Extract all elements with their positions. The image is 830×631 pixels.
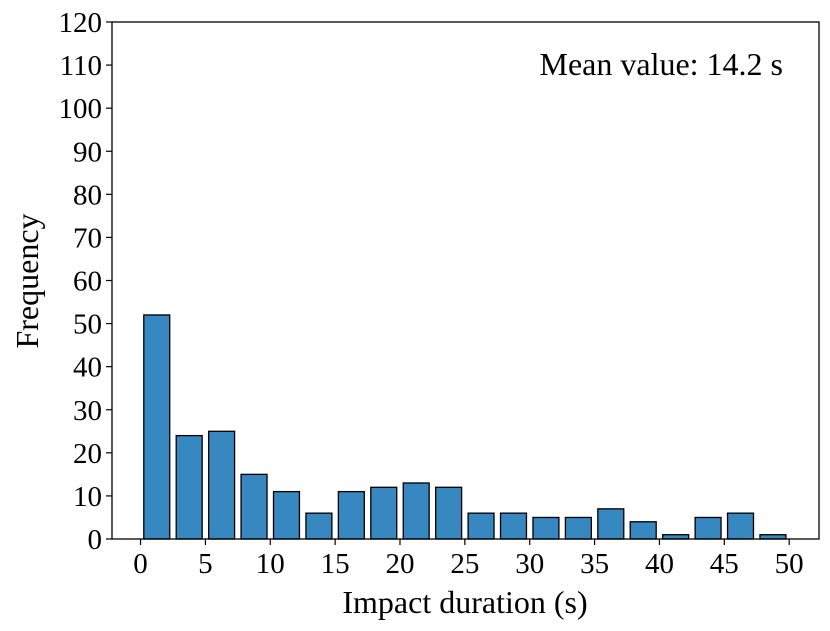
x-tick-label: 15 bbox=[321, 548, 350, 580]
y-tick-label: 60 bbox=[73, 266, 102, 298]
y-tick-label: 30 bbox=[73, 395, 102, 427]
y-tick-label: 100 bbox=[59, 93, 103, 125]
annotation: Mean value: 14.2 s bbox=[540, 46, 784, 82]
bar bbox=[207, 430, 236, 540]
y-tick-label: 80 bbox=[73, 179, 102, 211]
y-tick-label: 90 bbox=[73, 136, 102, 168]
x-tick-label: 35 bbox=[580, 548, 609, 580]
x-tick-label: 25 bbox=[450, 548, 479, 580]
y-tick-label: 20 bbox=[73, 438, 102, 470]
bar bbox=[143, 314, 171, 540]
y-tick-label: 40 bbox=[73, 352, 102, 384]
y-tick-label: 110 bbox=[60, 50, 102, 82]
bar bbox=[402, 482, 430, 540]
y-tick-label: 10 bbox=[73, 481, 102, 513]
x-tick-label: 40 bbox=[645, 548, 674, 580]
y-tick-label: 0 bbox=[88, 524, 103, 556]
y-tick-label: 70 bbox=[73, 222, 102, 254]
bar bbox=[435, 486, 463, 540]
y-tick-label: 120 bbox=[59, 7, 103, 39]
bar bbox=[694, 516, 722, 540]
x-tick-label: 50 bbox=[775, 548, 804, 580]
x-tick-label: 0 bbox=[133, 548, 148, 580]
bar bbox=[532, 516, 560, 540]
bar bbox=[337, 490, 365, 540]
x-tick-label: 20 bbox=[385, 548, 414, 580]
bar bbox=[240, 473, 268, 540]
y-axis-label: Frequency bbox=[9, 213, 45, 348]
bar bbox=[564, 516, 592, 540]
x-axis-label: Impact duration (s) bbox=[342, 584, 587, 620]
bar bbox=[726, 512, 755, 540]
y-tick-label: 50 bbox=[73, 309, 102, 341]
bar bbox=[629, 521, 657, 540]
x-tick-label: 10 bbox=[256, 548, 285, 580]
x-tick-label: 30 bbox=[515, 548, 544, 580]
bar bbox=[597, 508, 625, 540]
bar bbox=[467, 512, 495, 540]
bar bbox=[305, 512, 333, 540]
x-tick-label: 45 bbox=[710, 548, 739, 580]
bar bbox=[370, 486, 398, 540]
bar bbox=[175, 434, 203, 540]
bar bbox=[272, 490, 301, 540]
bar bbox=[499, 512, 528, 540]
x-tick-label: 5 bbox=[198, 548, 213, 580]
